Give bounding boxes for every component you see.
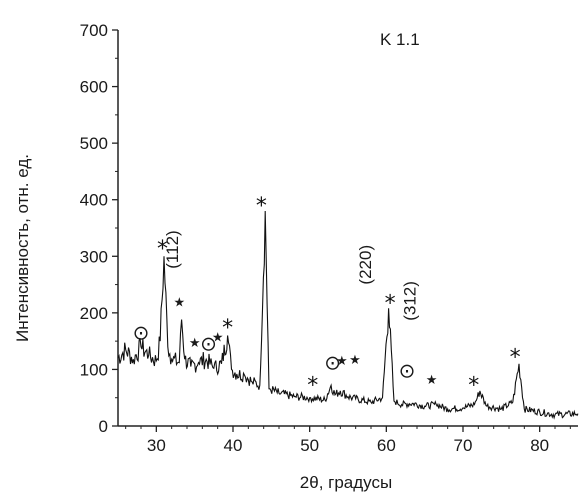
miller-index-label: (220): [356, 245, 375, 285]
asterisk-marker: *: [256, 194, 267, 219]
y-tick-label: 200: [80, 304, 108, 323]
y-tick-label: 100: [80, 360, 108, 379]
x-axis-title: 2θ, градусы: [300, 473, 392, 492]
y-axis-title: Интенсивность, отн. ед.: [13, 154, 32, 342]
x-tick-label: 60: [377, 436, 396, 455]
sample-label: K 1.1: [380, 30, 420, 49]
x-tick-label: 70: [454, 436, 473, 455]
x-tick-label: 50: [300, 436, 319, 455]
y-tick-label: 600: [80, 78, 108, 97]
circled-dot-marker: ⊙: [133, 323, 150, 345]
asterisk-marker: *: [157, 237, 168, 262]
circled-dot-marker: ⊙: [399, 361, 416, 383]
asterisk-marker: *: [222, 316, 233, 341]
star-marker: ★: [212, 329, 224, 344]
miller-index-label: (312): [400, 281, 419, 321]
peak-annotations: *(112)★⊙ ⊙★ ★***⊙★ ★(220)* (312)⊙ ★ **: [133, 194, 521, 399]
y-tick-label: 700: [80, 21, 108, 40]
asterisk-marker: *: [468, 374, 479, 399]
circled-dot-marker: ⊙: [324, 353, 341, 375]
x-tick-label: 40: [224, 436, 243, 455]
tick-labels: 30 40 50 60 70 80 0 100 200 300 400 500 600 700: [80, 21, 550, 455]
asterisk-marker: *: [510, 345, 521, 370]
circled-dot-marker: ⊙: [200, 333, 217, 355]
miller-index-label: (112): [163, 230, 182, 268]
star-marker: ★: [174, 294, 186, 309]
y-tick-label: 0: [99, 417, 108, 436]
asterisk-marker: *: [385, 292, 396, 317]
x-tick-label: 30: [147, 436, 166, 455]
diffraction-pattern-line: [117, 210, 579, 420]
star-marker: ★: [189, 335, 201, 350]
star-marker: ★: [336, 353, 348, 368]
star-marker: ★: [426, 372, 438, 387]
y-tick-label: 500: [80, 134, 108, 153]
y-tick-label: 400: [80, 191, 108, 210]
asterisk-marker: *: [307, 374, 318, 399]
y-tick-label: 300: [80, 247, 108, 266]
x-tick-label: 80: [530, 436, 549, 455]
star-marker: ★: [349, 352, 361, 367]
